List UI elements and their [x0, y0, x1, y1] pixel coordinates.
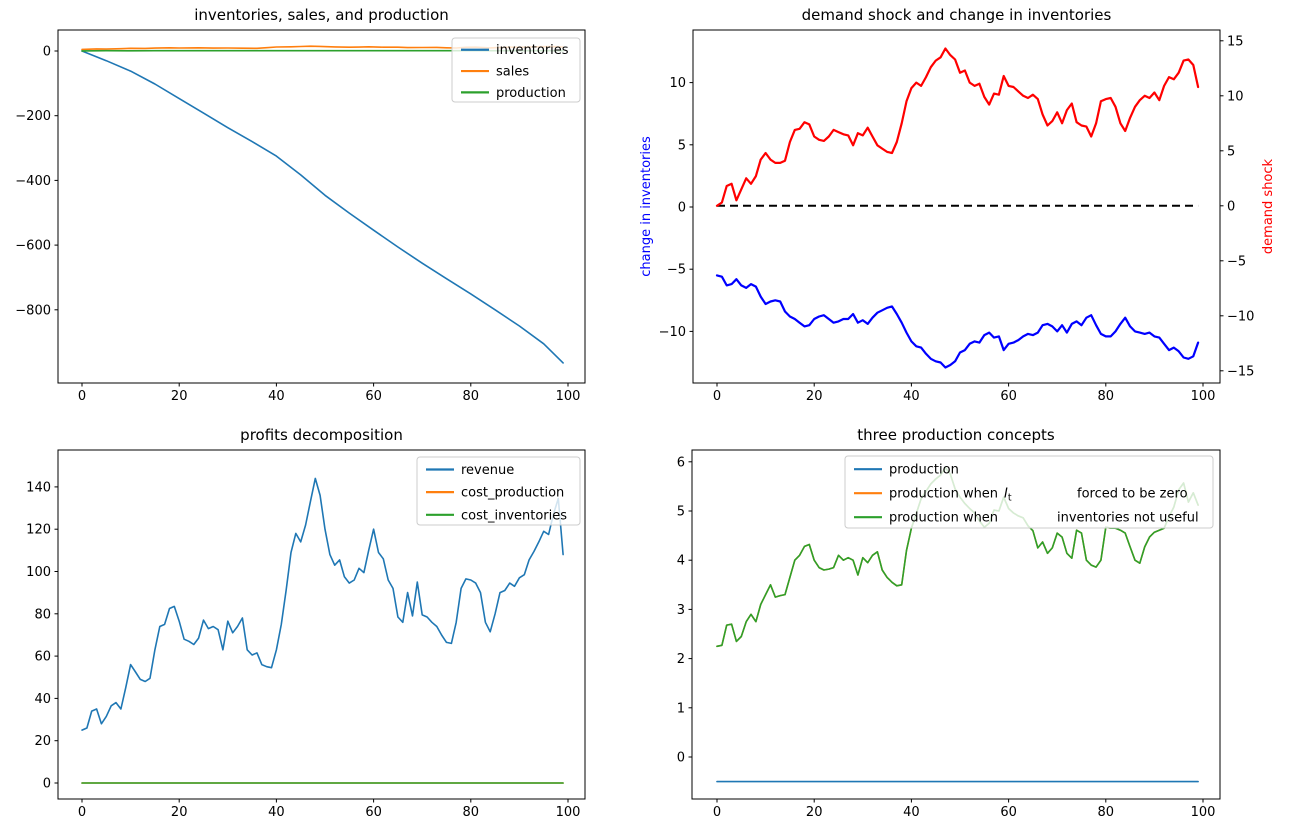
- legend-math-label: It: [1004, 487, 1012, 504]
- x-tick-label: 20: [171, 389, 188, 404]
- subplot-title: profits decomposition: [240, 426, 403, 444]
- legend-item-label-2: forced to be zero: [1077, 487, 1188, 502]
- x-tick-label: 80: [463, 805, 480, 820]
- x-tick-label: 20: [171, 805, 188, 820]
- legend-item-label: inventories: [496, 43, 569, 58]
- legend-item-label: production when: [889, 487, 998, 502]
- x-tick-label: 60: [1000, 805, 1017, 820]
- x-tick-label: 20: [806, 389, 823, 404]
- subplot-three_production_concepts: 0 20 40 60 80 100 0 1 2 3 4 5 6 three production conc…: [677, 426, 1221, 820]
- x-tick-label: 80: [1098, 805, 1115, 820]
- y-tick-label: −10: [659, 325, 686, 340]
- y-tick-label: 5: [677, 505, 685, 520]
- legend-item-label: production when: [889, 511, 998, 526]
- y-tick-label: 80: [34, 607, 51, 622]
- y-tick-label: −5: [667, 263, 686, 278]
- x-tick-label: 80: [463, 389, 480, 404]
- ylabel-left: change in inventories: [639, 136, 654, 277]
- axes-spines: [691, 449, 1221, 800]
- x-tick-label: 40: [903, 389, 920, 404]
- y-tick-label: −600: [15, 239, 51, 254]
- x-tick-label: 40: [268, 805, 285, 820]
- ylabel-right: demand shock: [1261, 158, 1276, 254]
- x-tick-label: 0: [713, 389, 721, 404]
- legend-item-label-2: inventories not useful: [1057, 511, 1199, 526]
- y-tick-label: 140: [26, 480, 51, 495]
- y-tick-label: −400: [15, 174, 51, 189]
- x-tick-label: 60: [365, 805, 382, 820]
- y-tick-label: 2: [677, 652, 685, 667]
- legend-box: [844, 455, 1214, 529]
- x-tick-label: 0: [78, 805, 86, 820]
- subplot-title: inventories, sales, and production: [194, 6, 449, 24]
- x-tick-label: 0: [713, 805, 721, 820]
- y2-tick-label: 10: [1227, 89, 1244, 104]
- legend-item-label: cost_production: [461, 486, 564, 501]
- y-tick-label: 3: [677, 603, 685, 618]
- subplot-inventories_sales_production: 0 20 40 60 80 100 0 −200 −400 −600 −800 inventories…: [15, 6, 586, 404]
- legend-item-label: production: [889, 463, 959, 478]
- x-tick-label: 100: [1191, 389, 1216, 404]
- x-tick-label: 80: [1098, 389, 1115, 404]
- x-tick-label: 100: [1191, 805, 1216, 820]
- subplot-profits_decomposition: 0 20 40 60 80 100 0 20 40 60 80 100 120 140 profits de…: [26, 426, 586, 820]
- y-tick-label: −800: [15, 303, 51, 318]
- legend: production production when It forced to be …: [844, 455, 1214, 529]
- inventories_sales_production-line-0: [81, 50, 564, 364]
- y-tick-label: 0: [677, 751, 685, 766]
- x-tick-label: 100: [556, 389, 581, 404]
- subplot-title: demand shock and change in inventories: [802, 6, 1112, 24]
- x-tick-label: 20: [806, 805, 823, 820]
- y-tick-label: 6: [677, 455, 685, 470]
- y2-tick-label: −15: [1227, 364, 1254, 379]
- y2-tick-label: −10: [1227, 309, 1254, 324]
- y-tick-label: 0: [678, 201, 686, 216]
- y-tick-label: 4: [677, 554, 685, 569]
- y-tick-label: 5: [678, 138, 686, 153]
- legend-item-label: production: [496, 86, 566, 101]
- legend: revenue cost_production cost_inventories: [416, 456, 581, 526]
- profits_decomposition-line-0: [81, 477, 564, 731]
- legend: inventories sales production: [451, 37, 581, 103]
- y2-tick-label: 15: [1227, 34, 1244, 49]
- y2-tick-label: 5: [1227, 144, 1235, 159]
- axes-spines: [57, 449, 586, 800]
- y-tick-label: 0: [43, 45, 51, 60]
- y2-tick-label: 0: [1227, 199, 1235, 214]
- x-tick-label: 40: [903, 805, 920, 820]
- legend-item-label: revenue: [461, 463, 514, 478]
- legend-box: [451, 37, 581, 103]
- x-tick-label: 100: [556, 805, 581, 820]
- demand_shock_and_change_in_inventories-line-2: [715, 274, 1200, 369]
- subplot-demand_shock_and_change_in_inventories: 0 20 40 60 80 100 10 5 0 −5 −10 15 10 5 0 −5 −10 −15 chang…: [639, 6, 1276, 404]
- x-tick-label: 40: [268, 389, 285, 404]
- y-tick-label: 40: [34, 692, 51, 707]
- x-tick-label: 60: [365, 389, 382, 404]
- y-tick-label: 10: [669, 76, 686, 91]
- x-tick-label: 60: [1000, 389, 1017, 404]
- axes-spines: [57, 29, 586, 384]
- y-tick-label: 120: [26, 523, 51, 538]
- y-tick-label: 0: [43, 777, 51, 792]
- subplot-title: three production concepts: [857, 426, 1055, 444]
- y-tick-label: 20: [34, 734, 51, 749]
- demand_shock_and_change_in_inventories-line-1: [715, 47, 1200, 207]
- legend-item-label: sales: [496, 65, 529, 80]
- y-tick-label: 60: [34, 650, 51, 665]
- legend-box: [416, 456, 581, 526]
- y2-tick-label: −5: [1227, 254, 1246, 269]
- x-tick-label: 0: [78, 389, 86, 404]
- legend-item-label: cost_inventories: [461, 508, 567, 523]
- y-tick-label: 1: [677, 701, 685, 716]
- y-tick-label: −200: [15, 109, 51, 124]
- y-tick-label: 100: [26, 565, 51, 580]
